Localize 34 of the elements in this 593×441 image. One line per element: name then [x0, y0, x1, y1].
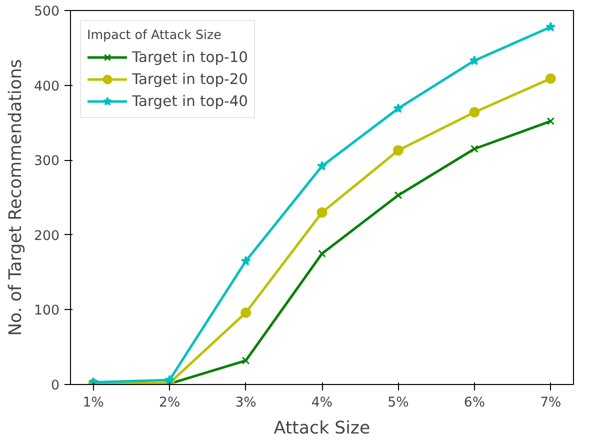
y-axis-title: No. of Target Recommendations [6, 59, 26, 336]
point [392, 145, 404, 156]
point [546, 22, 556, 32]
y-tick-label: 0 [51, 378, 60, 394]
legend-label: Target in top-40 [132, 92, 248, 110]
point [318, 250, 326, 258]
y-tick-label: 100 [34, 304, 60, 319]
point [545, 73, 556, 84]
point [316, 207, 328, 218]
point [469, 55, 480, 66]
x-tick-label: 4% [311, 396, 333, 410]
x-tick-label: 3% [235, 396, 256, 410]
point [469, 106, 480, 118]
y-tick-label: 200 [34, 228, 60, 244]
x-tick-label: 6% [464, 396, 486, 410]
point [240, 256, 251, 266]
x-tick-label: 1% [82, 396, 104, 410]
point [393, 103, 404, 113]
point [546, 117, 555, 126]
point [242, 356, 250, 364]
legend-label: Target in top-10 [132, 48, 248, 66]
x-tick-label: 5% [388, 396, 409, 410]
y-tick-label: 500 [34, 4, 60, 20]
x-tick-label: 2% [159, 396, 180, 410]
legend-title: Impact of Attack Size [87, 27, 222, 42]
y-tick-label: 300 [34, 154, 60, 170]
point [470, 144, 478, 153]
x-tick-label: 7% [540, 396, 562, 410]
x-axis-title: Attack Size [274, 418, 370, 438]
point [240, 307, 252, 318]
y-tick-label: 400 [34, 79, 60, 94]
point [316, 160, 328, 170]
legend-label: Target in top-20 [132, 70, 248, 88]
point [394, 191, 402, 200]
